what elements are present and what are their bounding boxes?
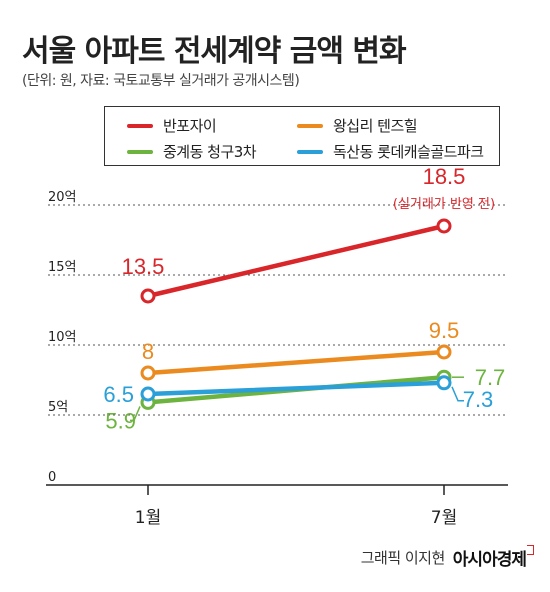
legend-label-banpo: 반포자이 xyxy=(163,117,217,135)
data-point-wangsimni xyxy=(436,344,452,360)
data-point-wangsimni xyxy=(140,365,156,381)
legend-swatch-wangsimni xyxy=(297,123,323,128)
legend-swatch-doksan xyxy=(297,149,323,154)
series-line-wangsimni xyxy=(145,349,447,376)
legend-item-wangsimni: 왕십리 텐즈힐 xyxy=(297,115,418,136)
data-point-banpo xyxy=(140,288,156,304)
y-tick-label: 15억 xyxy=(48,260,77,275)
data-point-doksan xyxy=(140,386,156,402)
legend-item-junggye: 중계동 청구3차 xyxy=(127,141,257,162)
series-line-banpo xyxy=(145,223,447,299)
y-tick-label: 5억 xyxy=(48,400,68,415)
legend-label-doksan: 독산동 롯데캐슬골드파크 xyxy=(333,143,484,161)
data-label-banpo: 18.5 xyxy=(423,164,466,189)
legend-swatch-junggye xyxy=(127,149,153,154)
y-tick-label: 10억 xyxy=(48,330,77,345)
x-tick-label: 1월 xyxy=(135,508,161,528)
legend-swatch-banpo xyxy=(127,123,153,128)
brand-mark-icon xyxy=(527,545,534,555)
chart-title: 서울 아파트 전세계약 금액 변화 xyxy=(22,34,407,69)
data-label-doksan: 7.3 xyxy=(463,387,494,412)
credit-brand: 아시아경제 xyxy=(453,545,534,570)
chart-subtitle: (단위: 원, 자료: 국토교통부 실거래가 공개시스템) xyxy=(22,73,300,89)
y-tick-label: 0 xyxy=(48,470,56,485)
legend-label-junggye: 중계동 청구3차 xyxy=(163,143,257,161)
y-tick-label: 20억 xyxy=(48,190,77,205)
annotation-banpo: (실거래가 반영 전) xyxy=(393,197,495,212)
legend: 반포자이 왕십리 텐즈힐 중계동 청구3차 독산동 롯데캐슬골드파크 xyxy=(104,106,500,166)
data-label-junggye: 7.7 xyxy=(475,365,506,390)
leader-line-junggye-jan xyxy=(130,406,141,422)
data-label-banpo: 13.5 xyxy=(122,254,165,279)
data-label-wangsimni: 8 xyxy=(142,339,154,364)
legend-item-banpo: 반포자이 xyxy=(127,115,217,136)
data-point-doksan xyxy=(436,375,452,391)
data-point-banpo xyxy=(436,218,452,234)
data-label-wangsimni: 9.5 xyxy=(429,318,460,343)
credit: 그래픽 이지현 아시아경제 xyxy=(361,545,534,570)
leader-line-doksan xyxy=(451,386,464,402)
credit-author: 그래픽 이지현 xyxy=(360,549,446,567)
legend-label-wangsimni: 왕십리 텐즈힐 xyxy=(333,117,418,135)
credit-brand-text: 아시아경제 xyxy=(452,550,527,570)
series-line-doksan xyxy=(145,380,447,397)
legend-item-doksan: 독산동 롯데캐슬골드파크 xyxy=(297,141,484,162)
x-tick-label: 7월 xyxy=(431,508,457,528)
data-label-doksan: 6.5 xyxy=(103,382,134,407)
